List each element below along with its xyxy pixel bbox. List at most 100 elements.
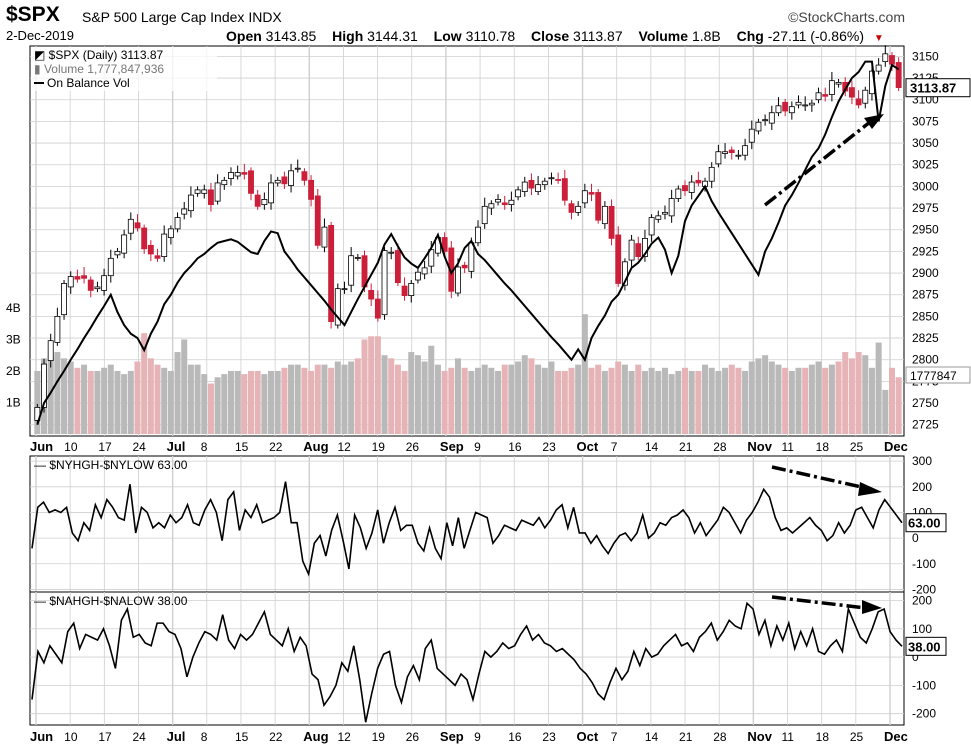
chart-date: 2-Dec-2019	[6, 28, 74, 43]
volume-bar	[708, 367, 715, 434]
price-tick-label: 3050	[912, 136, 939, 150]
candle-body	[461, 264, 468, 269]
candle-body	[321, 226, 328, 248]
candle-body	[348, 255, 355, 286]
candle-body	[688, 181, 695, 193]
candle-body	[708, 166, 715, 182]
volume-bar	[201, 374, 208, 434]
volume-bar	[454, 358, 461, 434]
candle-body	[421, 267, 428, 275]
volume-bar	[742, 370, 749, 434]
legend-price: ◩ $SPX (Daily) 3113.87	[34, 48, 164, 62]
x-tick-label: 25	[850, 730, 864, 744]
volume-bar	[348, 361, 355, 434]
volume-bar	[101, 367, 108, 434]
x-tick-label: Dec	[884, 729, 908, 744]
price-tick-label: 3075	[912, 114, 939, 128]
price-tick-label: 2800	[912, 353, 939, 367]
candle-body	[782, 101, 789, 112]
candle-body	[127, 218, 134, 234]
volume-bar	[842, 352, 849, 434]
candle-body	[54, 315, 61, 343]
volume-bar	[695, 370, 702, 434]
candle-body	[154, 255, 161, 259]
price-tick-label: 2875	[912, 288, 939, 302]
x-tick-label: Jun	[30, 439, 53, 454]
volume-bar	[855, 352, 862, 434]
candle-body	[889, 55, 895, 65]
brand-logo[interactable]: ©StockCharts.com	[788, 9, 905, 25]
volume-bar	[408, 352, 415, 434]
candle-body	[81, 275, 88, 279]
volume-bar	[54, 352, 61, 434]
candle-body	[281, 176, 288, 185]
volume-bar	[121, 374, 128, 434]
volume-bar	[888, 367, 895, 434]
x-tick-label: Dec	[884, 439, 908, 454]
volume-bar	[722, 367, 729, 434]
x-tick-label: 26	[406, 730, 420, 744]
x-tick-label: 15	[235, 440, 249, 454]
x-tick-label: 17	[98, 730, 112, 744]
x-tick-label: 21	[679, 730, 693, 744]
candle-body	[334, 288, 341, 326]
x-tick-label: 11	[782, 730, 795, 744]
candle-body	[588, 192, 595, 195]
x-tick-label: 12	[337, 440, 351, 454]
volume-bar	[548, 361, 555, 434]
candle-body	[748, 128, 755, 143]
candle-body	[394, 250, 401, 284]
volume-bar	[61, 358, 68, 434]
candle-body	[187, 194, 194, 212]
trend-arrow-line	[771, 465, 867, 490]
volume-bar	[735, 367, 742, 434]
candle-body	[121, 234, 128, 254]
x-tick-label: 23	[542, 440, 556, 454]
volume-bar	[488, 367, 495, 434]
volume-bar	[595, 364, 602, 434]
x-tick-label: 21	[679, 440, 693, 454]
candle-body	[208, 189, 214, 206]
volume-bar	[401, 370, 408, 434]
price-panel: 2725275027752800282528502875290029252950…	[6, 45, 971, 454]
x-tick-label: Nov	[747, 439, 772, 454]
volume-bar	[461, 367, 468, 434]
nahgh-panel: -200 -100 0 100 200 — $NAHGH-$NALOW 38.00 38.0…	[29, 591, 947, 744]
x-tick-label: 9	[474, 440, 481, 454]
last-volume-box	[905, 366, 971, 384]
candle-body	[74, 276, 81, 280]
volume-bar	[848, 358, 855, 434]
volume-bar	[601, 370, 608, 434]
price-tick-label: 3150	[912, 49, 939, 63]
indicator-tick-label: 200	[912, 593, 932, 607]
candle-body	[795, 101, 802, 106]
candle-body	[101, 275, 108, 291]
candle-body	[568, 203, 575, 213]
volume-bar	[334, 361, 341, 434]
x-tick-label: Jul	[167, 729, 186, 744]
volume-bar	[641, 370, 648, 434]
x-tick-label: 16	[508, 440, 522, 454]
volume-bar	[782, 367, 789, 434]
trend-arrow-line	[763, 120, 872, 207]
volume-bar	[788, 370, 795, 434]
candle-body	[381, 250, 388, 316]
price-tick-label: 2825	[912, 331, 939, 345]
x-tick-label: 10	[64, 730, 78, 744]
x-tick-label: 11	[782, 440, 795, 454]
candle-body	[254, 194, 261, 207]
candle-body	[161, 233, 168, 257]
candle-body	[581, 190, 588, 204]
volume-bar	[515, 361, 522, 434]
x-tick-label: 7	[611, 730, 618, 744]
candle-body	[648, 217, 655, 236]
candle-body	[301, 171, 308, 181]
x-tick-label: Jun	[30, 729, 53, 744]
volume-bar	[381, 355, 388, 434]
volume-bar	[341, 364, 348, 434]
candle-body	[822, 94, 829, 97]
volume-bar	[207, 383, 214, 434]
volume-bar	[535, 364, 542, 434]
price-tick-label: 2725	[912, 418, 939, 432]
